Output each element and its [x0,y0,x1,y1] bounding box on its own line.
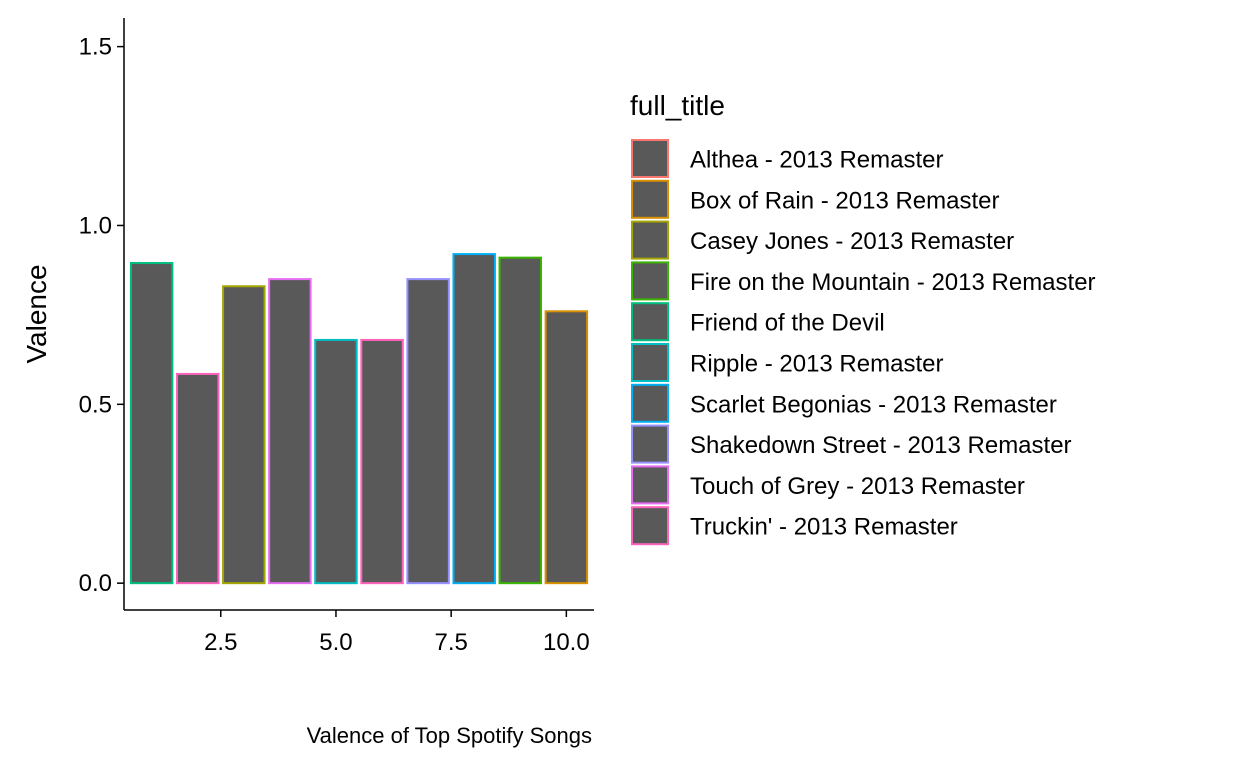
y-tick-label: 0.5 [79,391,112,418]
x-tick-label: 10.0 [543,629,590,656]
bar-9 [498,256,543,585]
legend: Althea - 2013 Remaster Box of Rain - 2013… [631,139,1096,546]
x-tick-label: 7.5 [434,629,467,656]
legend-label: Scarlet Begonias - 2013 Remaster [690,391,1057,418]
legend-key [631,302,669,342]
legend-key [631,261,669,301]
legend-title: full_title [630,90,725,121]
legend-key [631,179,669,219]
x-tick-label: 2.5 [204,629,237,656]
legend-label: Althea - 2013 Remaster [690,147,943,174]
bar-4 [268,278,312,585]
legend-key [631,383,669,423]
legend-label: Fire on the Mountain - 2013 Remaster [690,269,1096,296]
bar-7 [406,278,450,585]
x-tick-label: 5.0 [319,629,352,656]
legend-label: Shakedown Street - 2013 Remaster [690,432,1072,459]
legend-label: Touch of Grey - 2013 Remaster [690,473,1025,500]
bar-3 [222,285,266,585]
legend-key [631,139,669,178]
bar-2 [175,372,220,585]
legend-key [631,465,669,505]
bar-8 [452,253,496,585]
bar-5 [314,338,358,585]
legend-label: Casey Jones - 2013 Remaster [690,228,1014,255]
y-tick-label: 1.5 [79,34,112,61]
x-ticks: 2.5 5.0 7.5 10.0 [204,610,590,656]
legend-label: Ripple - 2013 Remaster [690,351,943,378]
legend-label: Box of Rain - 2013 Remaster [690,187,999,214]
y-ticks: 0.0 0.5 1.0 1.5 [79,34,124,597]
bar-6 [360,338,404,585]
bar-1 [129,262,174,585]
bars-group [129,253,589,585]
legend-key [631,424,669,464]
legend-label: Friend of the Devil [690,310,885,337]
chart-caption: Valence of Top Spotify Songs [307,723,592,748]
y-tick-label: 0.0 [79,570,112,597]
y-axis-title: Valence [21,264,52,363]
legend-key [631,506,669,546]
legend-key [631,220,669,260]
bar-10 [544,310,589,585]
legend-label: Truckin' - 2013 Remaster [690,514,958,541]
y-tick-label: 1.0 [79,212,112,239]
legend-key [631,343,669,382]
